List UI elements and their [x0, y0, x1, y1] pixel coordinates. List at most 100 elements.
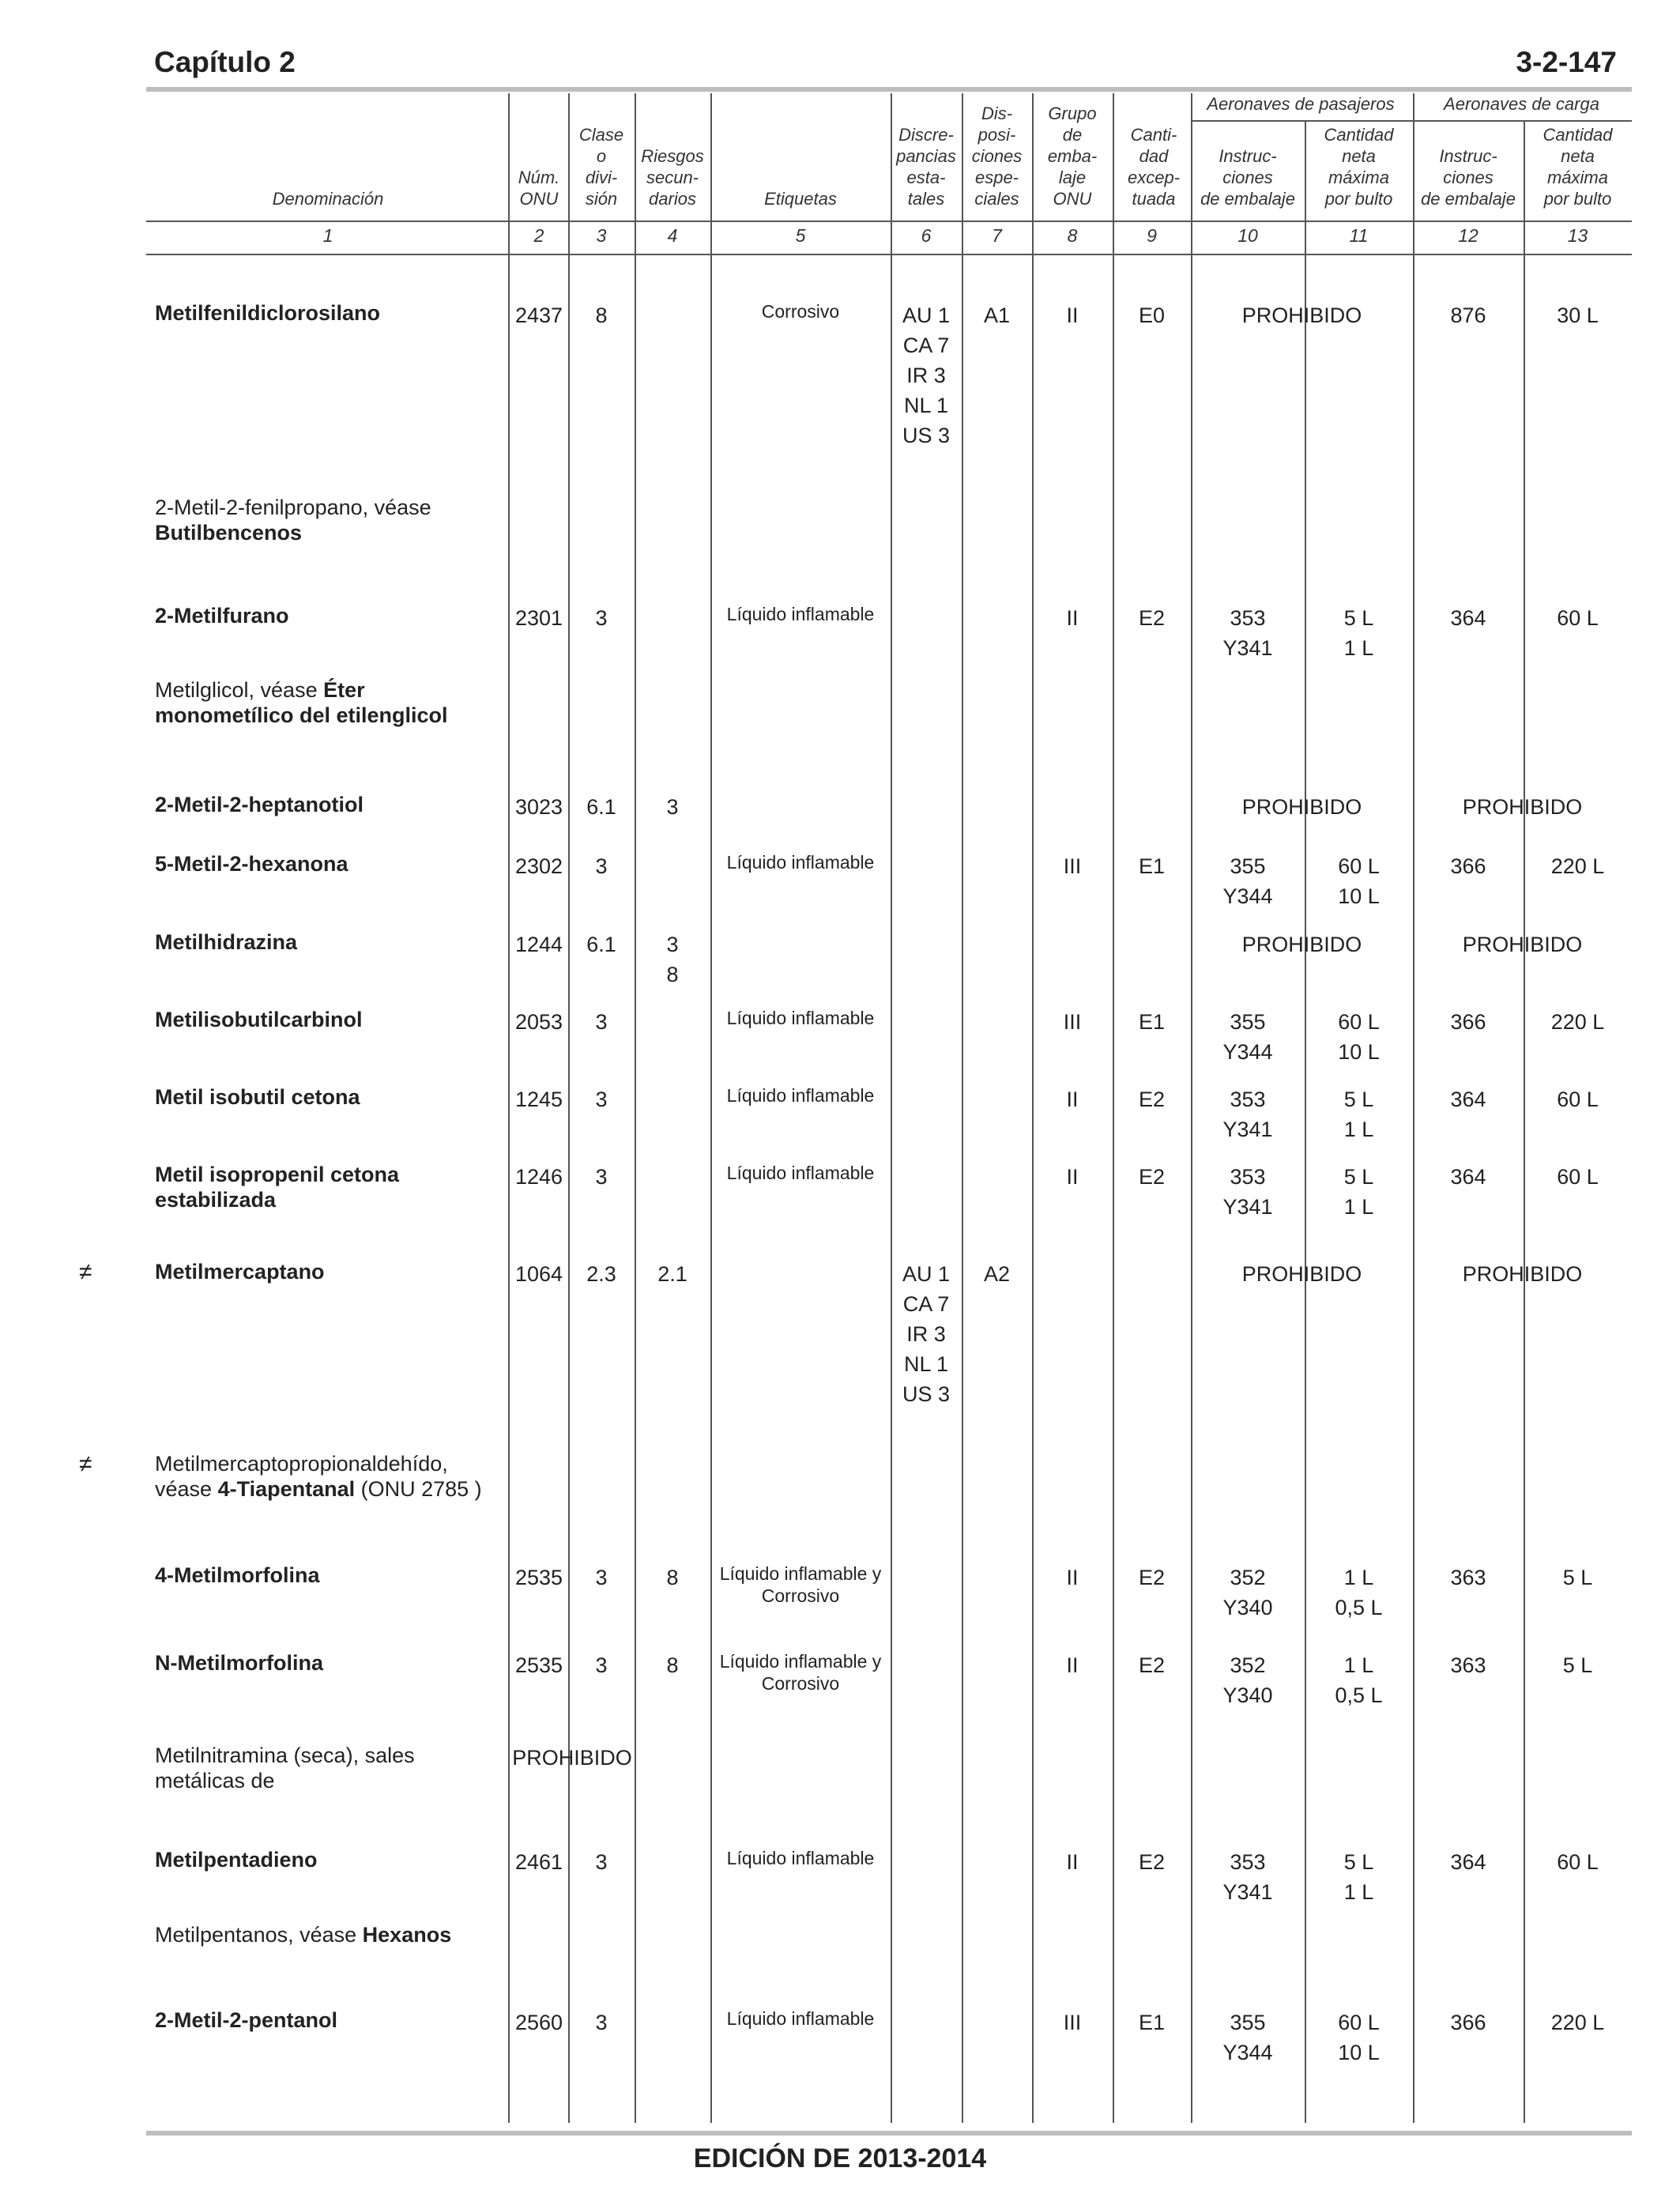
hazard-label: Líquido inflamable: [726, 1163, 875, 1183]
cargo-aircraft-header: Aeronaves de carga: [1444, 94, 1599, 114]
cargo-packing-instruction: 364: [1450, 1850, 1486, 1874]
un-number: 1245: [514, 1088, 563, 1111]
col-number: 3: [596, 225, 607, 246]
excepted-quantity: E0: [1138, 303, 1166, 327]
subsidiary-risk: 8: [666, 1566, 679, 1589]
hazard-label: Líquido inflamable y Corrosivo: [719, 1651, 882, 1694]
special-provisions: A2: [983, 1262, 1011, 1286]
packing-group: II: [1066, 1088, 1079, 1111]
header-bottom-rule: [146, 221, 1632, 222]
name-segment: Metilglicol, véase: [155, 678, 324, 702]
packing-group: II: [1066, 606, 1079, 630]
excepted-quantity: E1: [1138, 854, 1166, 878]
state-variations: AU 1 CA 7 IR 3 NL 1 US 3: [902, 1262, 951, 1406]
excepted-quantity: E2: [1138, 1165, 1166, 1189]
col-header-num-onu: Núm. ONU: [518, 168, 560, 209]
name-segment: metálicas de: [155, 1769, 275, 1793]
name-segment: Metilfenildiclorosilano: [155, 301, 381, 325]
substance-name: Metilisobutilcarbinol: [155, 1007, 495, 1032]
class-division: 3: [595, 606, 608, 630]
name-segment: Metilpentanos, véase: [155, 1923, 363, 1947]
column-divider: [1305, 122, 1306, 2123]
pax-packing-instruction: 352 Y340: [1222, 1653, 1273, 1707]
un-number: 3023: [514, 795, 563, 819]
name-segment: Metilnitramina (seca), sales: [155, 1744, 415, 1767]
cargo-max-net-quantity: 60 L: [1557, 1850, 1599, 1874]
pax-packing-instruction: 352 Y340: [1222, 1566, 1273, 1619]
pax-max-net-quantity: 1 L 0,5 L: [1335, 1653, 1383, 1707]
cargo-packing-instruction: 363: [1450, 1653, 1486, 1677]
class-division: 3: [595, 1566, 608, 1589]
column-divider: [891, 93, 892, 2123]
name-segment: Metilisobutilcarbinol: [155, 1008, 363, 1031]
cargo-packing-instruction: 366: [1450, 2011, 1486, 2034]
substance-name: Metilpentadieno: [155, 1847, 495, 1872]
column-divider: [508, 93, 510, 2123]
excepted-quantity: E2: [1138, 1850, 1166, 1874]
substance-name: Metilmercaptopropionaldehído, véase 4-Tia…: [155, 1451, 495, 1502]
excepted-quantity: E2: [1138, 1653, 1166, 1677]
revision-mark: ≠: [79, 1259, 92, 1285]
pax-max-net-quantity: 5 L 1 L: [1343, 1850, 1374, 1904]
cargo-forbidden: PROHIBIDO: [1462, 933, 1583, 956]
class-division: 6.1: [586, 795, 616, 819]
substance-name: Metil isobutil cetona: [155, 1084, 495, 1110]
col-header-etiquetas: Etiquetas: [764, 189, 837, 209]
col-header-denominacion: Denominación: [272, 189, 384, 209]
hazard-label: Líquido inflamable: [726, 1085, 875, 1106]
name-segment: Metilhidrazina: [155, 930, 298, 954]
col-header-pax-instrucciones: Instruc- ciones de embalaje: [1200, 146, 1295, 209]
col-header-pax-cantidad: Cantidad neta máxima por bulto: [1324, 125, 1394, 209]
revision-mark: ≠: [79, 1451, 92, 1477]
forbidden-all: PROHIBIDO: [512, 1746, 632, 1770]
class-division: 3: [595, 2011, 608, 2034]
substance-name: Metilpentanos, véase Hexanos: [155, 1922, 495, 1947]
excepted-quantity: E2: [1138, 606, 1166, 630]
un-number: 2535: [514, 1566, 563, 1589]
pax-max-net-quantity: 1 L 0,5 L: [1335, 1566, 1383, 1619]
substance-name: Metilhidrazina: [155, 929, 495, 955]
cargo-max-net-quantity: 5 L: [1562, 1653, 1593, 1677]
packing-group: II: [1066, 1566, 1079, 1589]
class-division: 3: [595, 1850, 608, 1874]
substance-name: Metilglicol, véase Éter monometílico del …: [155, 677, 495, 728]
column-divider: [568, 93, 570, 2123]
name-segment: 2-Metil-2-fenilpropano, véase: [155, 496, 431, 519]
name-segment: 2-Metil-2-heptanotiol: [155, 793, 363, 816]
un-number: 1246: [514, 1165, 563, 1189]
name-segment: Metilpentadieno: [155, 1848, 318, 1872]
class-division: 3: [595, 1010, 608, 1034]
name-segment: Metil isobutil cetona: [155, 1085, 360, 1109]
aircraft-group-rule: [1191, 120, 1632, 122]
class-division: 6.1: [586, 933, 616, 956]
packing-group: III: [1063, 2011, 1082, 2034]
pax-packing-instruction: 353 Y341: [1222, 606, 1273, 660]
pax-max-net-quantity: 5 L 1 L: [1343, 606, 1374, 660]
col-number: 7: [992, 225, 1002, 246]
class-division: 2.3: [586, 1262, 616, 1286]
substance-name: 4-Metilmorfolina: [155, 1563, 495, 1588]
name-segment: N-Metilmorfolina: [155, 1651, 323, 1675]
packing-group: II: [1066, 1653, 1079, 1677]
cargo-max-net-quantity: 220 L: [1550, 2011, 1605, 2034]
cargo-forbidden: PROHIBIDO: [1462, 1262, 1583, 1286]
class-division: 8: [595, 303, 608, 327]
hazard-label: Líquido inflamable: [726, 604, 875, 624]
substance-name: 2-Metil-2-heptanotiol: [155, 792, 495, 817]
cargo-packing-instruction: 364: [1450, 1165, 1486, 1189]
column-divider: [1113, 93, 1114, 2123]
col-number: 2: [533, 225, 544, 246]
pax-packing-instruction: 355 Y344: [1222, 854, 1273, 908]
excepted-quantity: E1: [1138, 1010, 1166, 1034]
un-number: 1064: [514, 1262, 563, 1286]
subsidiary-risk: 3 8: [666, 933, 679, 986]
pax-packing-instruction: 353 Y341: [1222, 1088, 1273, 1141]
cargo-max-net-quantity: 5 L: [1562, 1566, 1593, 1589]
col-header-riesgos: Riesgos secun- darios: [641, 146, 704, 209]
un-number: 2535: [514, 1653, 563, 1677]
pax-forbidden: PROHIBIDO: [1241, 303, 1362, 327]
page-number: 3-2-147: [1516, 46, 1617, 78]
name-segment: monometílico del etilenglicol: [155, 703, 448, 727]
substance-name: N-Metilmorfolina: [155, 1650, 495, 1676]
column-divider: [1413, 93, 1414, 2123]
